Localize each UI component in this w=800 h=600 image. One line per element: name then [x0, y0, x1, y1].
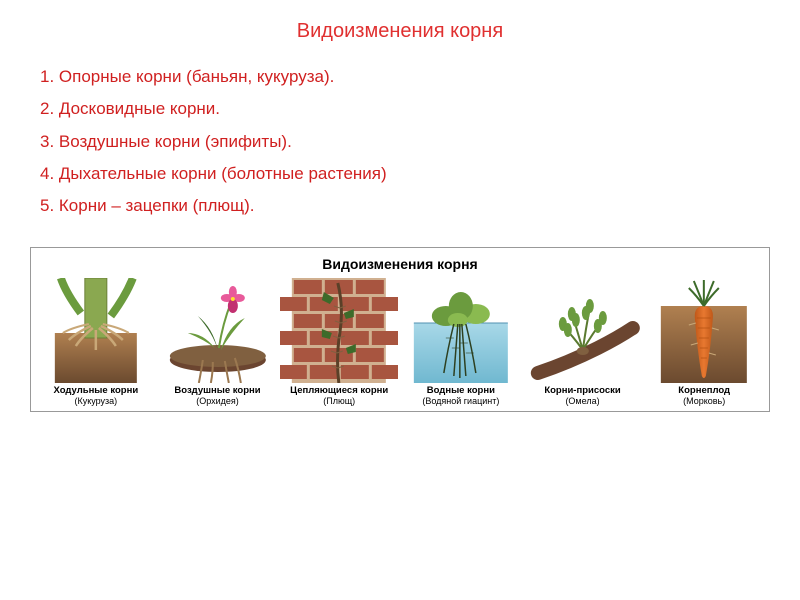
taproot-image	[645, 278, 763, 383]
clinging-roots-image	[280, 278, 398, 383]
list-item: 2. Досковидные корни.	[40, 93, 770, 125]
diagram-title: Видоизменения корня	[37, 256, 763, 272]
subcaption: (Кукуруза)	[74, 397, 117, 407]
subcaption: (Омела)	[565, 397, 599, 407]
diagram-cell-taproot: Корнеплод (Морковь)	[645, 278, 763, 406]
diagram-frame: Видоизменения корня	[30, 247, 770, 411]
page-title: Видоизменения корня	[30, 20, 770, 43]
list-item: 4. Дыхательные корни (болотные растения)	[40, 158, 770, 190]
diagram-cell-clinging: Цепляющиеся корни (Плющ)	[280, 278, 398, 406]
aerial-roots-image	[159, 278, 277, 383]
diagram-cell-aerial: Воздушные корни (Орхидея)	[159, 278, 277, 406]
stilt-roots-image	[37, 278, 155, 383]
water-roots-image	[402, 278, 520, 383]
diagram-row: Ходульные корни (Кукуруза)	[37, 278, 763, 406]
subcaption: (Водяной гиацинт)	[422, 397, 499, 407]
subcaption: (Морковь)	[683, 397, 725, 407]
list-item: 3. Воздушные корни (эпифиты).	[40, 126, 770, 158]
subcaption: (Орхидея)	[196, 397, 239, 407]
diagram-cell-stilt: Ходульные корни (Кукуруза)	[37, 278, 155, 406]
list-item: 5. Корни – зацепки (плющ).	[40, 190, 770, 222]
modification-list: 1. Опорные корни (баньян, кукуруза). 2. …	[30, 61, 770, 222]
sucker-roots-image	[524, 278, 642, 383]
subcaption: (Плющ)	[323, 397, 355, 407]
diagram-cell-sucker: Корни-присоски (Омела)	[524, 278, 642, 406]
list-item: 1. Опорные корни (баньян, кукуруза).	[40, 61, 770, 93]
diagram-cell-water: Водные корни (Водяной гиацинт)	[402, 278, 520, 406]
